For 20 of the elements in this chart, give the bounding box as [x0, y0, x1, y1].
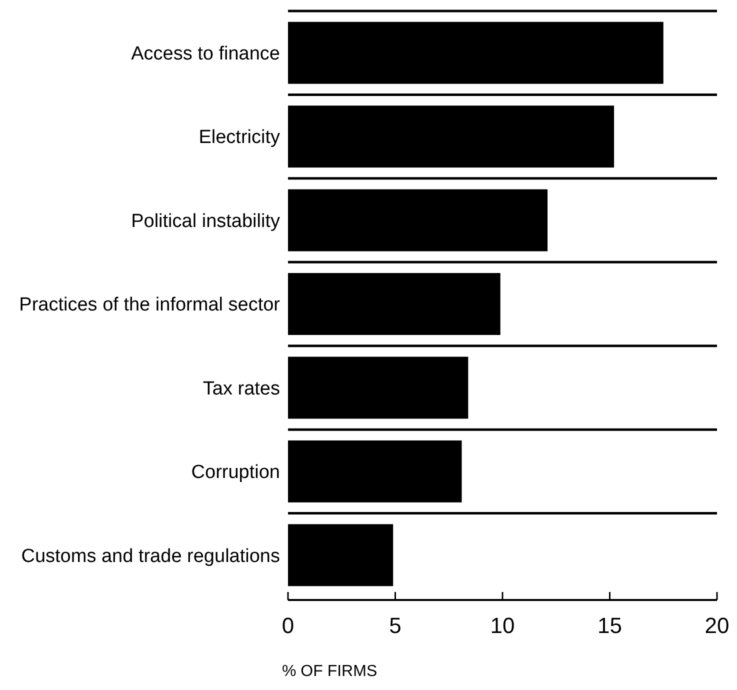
y-tick-label: Political instability [131, 210, 280, 232]
y-tick-label: Access to finance [131, 44, 280, 65]
bar [288, 440, 462, 502]
bar [288, 22, 664, 84]
y-tick-label: Practices of the informal sector [19, 294, 281, 316]
bar [288, 106, 614, 168]
bar [288, 356, 468, 419]
bar [288, 524, 394, 586]
x-tick-label: 0 [282, 613, 294, 638]
x-tick-label: 5 [389, 613, 402, 638]
x-tick-label: 20 [704, 613, 730, 638]
x-tick-label: 10 [490, 613, 515, 638]
bar [288, 189, 548, 252]
x-tick-label: 15 [598, 613, 622, 638]
x-axis-title: % OF FIRMS [282, 663, 378, 680]
y-tick-label: Electricity [198, 127, 280, 148]
y-tick-label: Corruption [191, 462, 280, 484]
y-tick-label: Customs and trade regulations [21, 546, 280, 567]
y-tick-label: Tax rates [202, 378, 280, 400]
bar [288, 273, 500, 335]
